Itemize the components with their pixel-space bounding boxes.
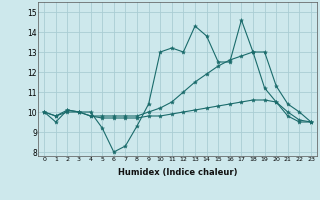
X-axis label: Humidex (Indice chaleur): Humidex (Indice chaleur) xyxy=(118,168,237,177)
